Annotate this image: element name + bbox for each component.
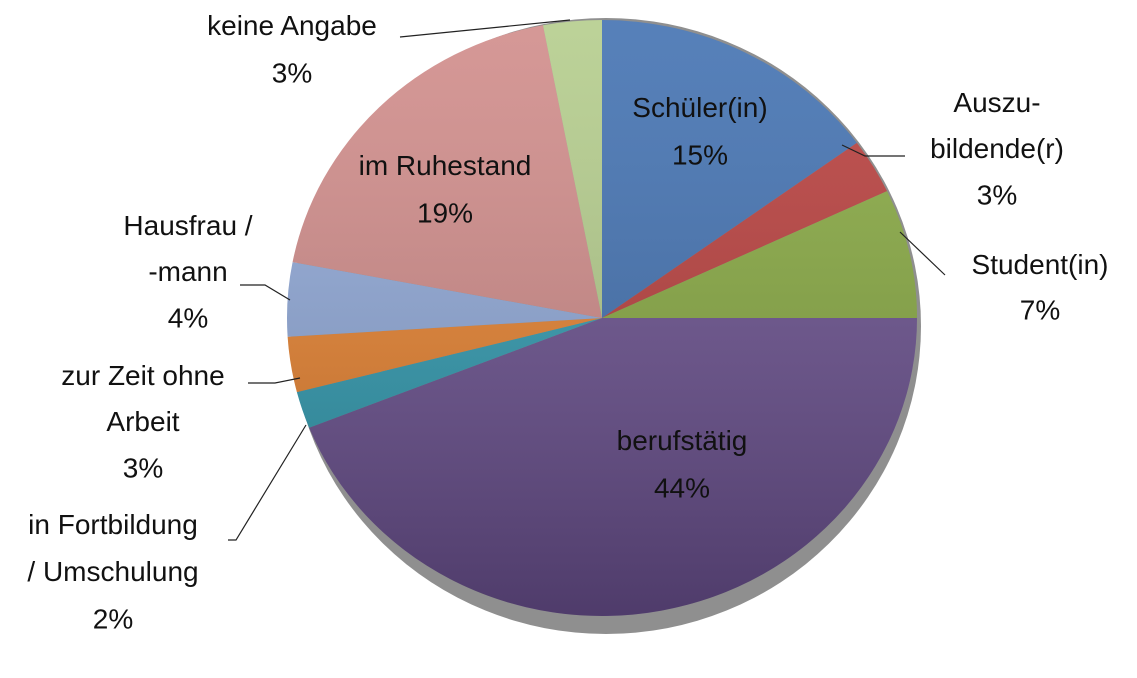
category-label: im Ruhestand (359, 150, 532, 181)
value-label: 2% (93, 603, 133, 634)
value-label: 3% (977, 179, 1017, 210)
category-label: keine Angabe (207, 10, 377, 41)
leader-line (240, 284, 291, 301)
category-label: Student(in) (972, 249, 1109, 280)
category-label: berufstätig (617, 425, 748, 456)
value-label: 19% (417, 197, 473, 228)
value-label: 3% (272, 57, 312, 88)
category-label: zur Zeit ohne Arbeit (61, 360, 224, 437)
leader-line (248, 377, 301, 384)
value-label: 7% (1020, 294, 1060, 325)
leader-line (899, 231, 946, 276)
value-label: 15% (672, 139, 728, 170)
category-label: in Fortbildung / Umschulung (27, 509, 198, 587)
category-label: Hausfrau / -mann (123, 210, 252, 287)
value-label: 3% (123, 452, 163, 483)
leader-line (399, 19, 571, 38)
leader-line (841, 144, 905, 157)
value-label: 4% (168, 302, 208, 333)
category-label: Auszu-bildende(r) (930, 87, 1064, 164)
value-label: 44% (654, 472, 710, 503)
leader-line (228, 424, 307, 541)
category-label: Schüler(in) (632, 92, 767, 123)
slices (287, 20, 918, 617)
